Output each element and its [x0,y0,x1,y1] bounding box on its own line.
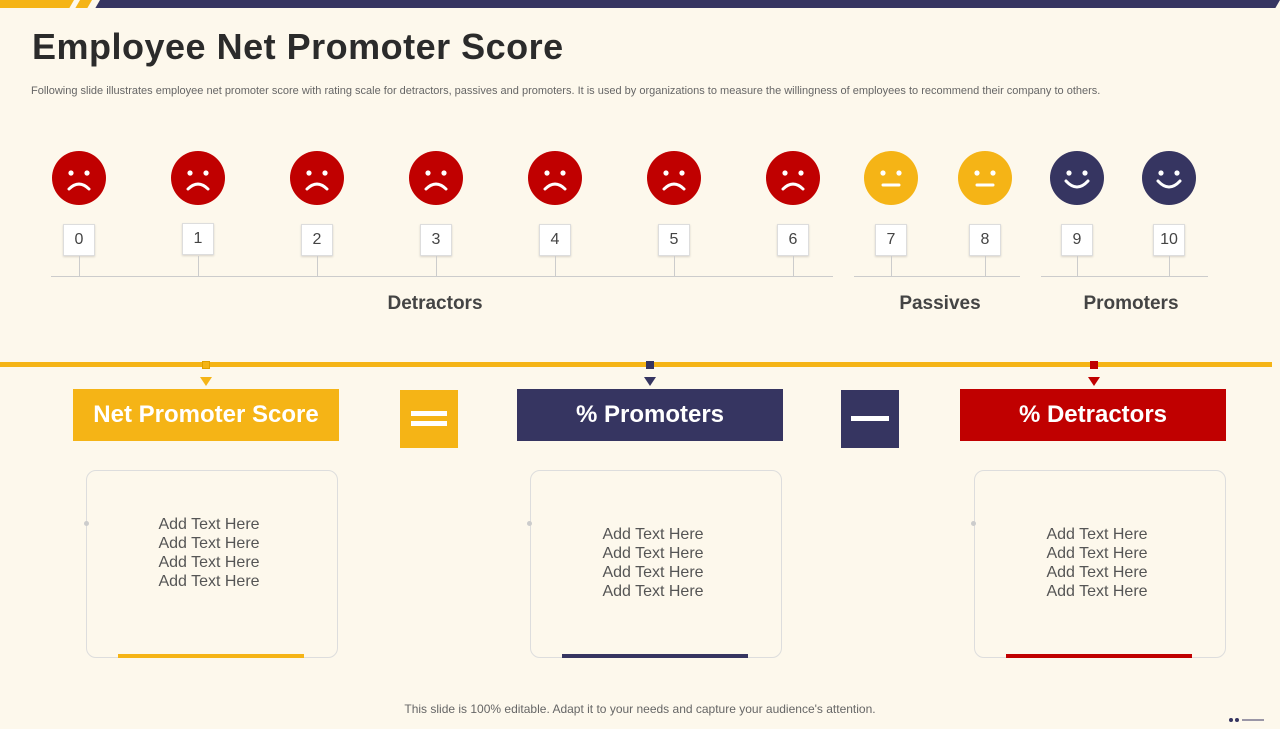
rating-number-5: 5 [658,224,690,256]
promoters-marker [646,361,654,369]
card-text-line: Add Text Here [1046,583,1148,600]
sad-face-icon [52,151,106,205]
rating-number-7: 7 [875,224,907,256]
card-text-line: Add Text Here [1046,564,1148,581]
neutral-face-icon [864,151,918,205]
detractors-card-bar [1006,654,1192,658]
nps-arrow-icon [200,377,212,386]
rating-tick [1169,256,1170,276]
neutral-face-icon [958,151,1012,205]
rating-tick [793,256,794,276]
group-label-detractors: Detractors [387,293,483,314]
card-text-line: Add Text Here [602,564,704,581]
top-accent-bar-yellow-small [75,0,92,8]
rating-number-2: 2 [301,224,333,256]
rating-tick [891,256,892,276]
top-accent-bar-yellow [0,0,75,8]
card-text-line: Add Text Here [602,583,704,600]
promoters-card-bar [562,654,748,658]
passives-bracket-line [854,276,1020,277]
card-text-line: Add Text Here [158,573,260,590]
detractors-arrow-icon [1088,377,1100,386]
nps-card-text: Add Text Here Add Text Here Add Text Her… [83,515,335,591]
nps-header: Net Promoter Score [73,389,339,441]
promoters-header: % Promoters [517,389,783,441]
minus-icon [841,390,899,448]
rating-number-1: 1 [182,223,214,255]
rating-number-10: 10 [1153,224,1185,256]
group-label-promoters: Promoters [1083,293,1179,314]
rating-number-9: 9 [1061,224,1093,256]
rating-tick [1077,256,1078,276]
rating-tick [317,256,318,276]
divider-line [0,362,1272,367]
rating-tick [985,256,986,276]
rating-tick [674,256,675,276]
card-text-line: Add Text Here [158,535,260,552]
rating-number-0: 0 [63,224,95,256]
promoters-card-dot [527,521,532,526]
rating-tick [555,256,556,276]
sad-face-icon [171,151,225,205]
top-accent-bar-navy [95,0,1280,8]
rating-number-4: 4 [539,224,571,256]
promoters-arrow-icon [644,377,656,386]
rating-number-8: 8 [969,224,1001,256]
promoters-bracket-line [1041,276,1208,277]
equals-icon [400,390,458,448]
card-text-line: Add Text Here [1046,526,1148,543]
happy-face-icon [1050,151,1104,205]
page-title: Employee Net Promoter Score [32,26,564,67]
rating-tick [79,256,80,276]
rating-tick [198,256,199,276]
footer-note: This slide is 100% editable. Adapt it to… [404,702,876,716]
sad-face-icon [528,151,582,205]
rating-tick [436,256,437,276]
happy-face-icon [1142,151,1196,205]
sad-face-icon [766,151,820,205]
corner-decoration [1228,711,1268,729]
detractors-marker [1090,361,1098,369]
group-label-passives: Passives [899,293,981,314]
sad-face-icon [647,151,701,205]
nps-marker [202,361,210,369]
promoters-card-text: Add Text Here Add Text Here Add Text Her… [527,525,779,601]
card-text-line: Add Text Here [602,526,704,543]
detractors-header: % Detractors [960,389,1226,441]
sad-face-icon [290,151,344,205]
card-text-line: Add Text Here [602,545,704,562]
detractors-bracket-line [51,276,833,277]
detractors-card-text: Add Text Here Add Text Here Add Text Her… [971,525,1223,601]
card-text-line: Add Text Here [158,516,260,533]
nps-card-bar [118,654,304,658]
rating-number-6: 6 [777,224,809,256]
sad-face-icon [409,151,463,205]
card-text-line: Add Text Here [158,554,260,571]
detractors-card-dot [971,521,976,526]
page-subtitle: Following slide illustrates employee net… [31,85,1101,97]
nps-card-dot [84,521,89,526]
rating-number-3: 3 [420,224,452,256]
card-text-line: Add Text Here [1046,545,1148,562]
